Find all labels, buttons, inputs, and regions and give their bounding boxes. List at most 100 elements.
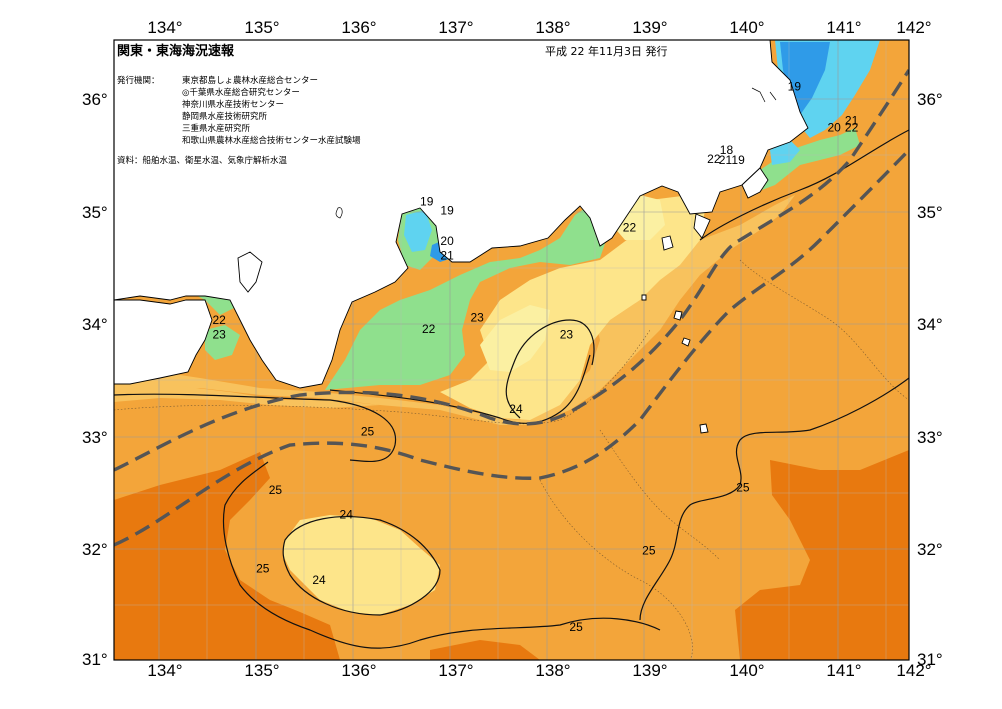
lon-label-top: 139° [632,18,667,37]
map-title: 関東・東海海況速報 [117,43,235,59]
lon-label-top: 136° [341,18,376,37]
contour-labels: 1921202218222119221919202122232223232425… [212,80,859,634]
map-frame [113,39,910,661]
lon-label-top: 141° [826,18,861,37]
izu-peninsula [693,213,711,239]
contour-label: 22 [422,322,436,336]
contour-label: 22 [623,220,637,234]
lat-label-left: 34° [82,315,108,334]
isotherm-coastal-east [699,129,909,241]
lon-label-bottom: 139° [632,661,667,680]
isotherm-25-west [222,461,661,649]
kuroshio-north-edge [114,69,909,472]
lat-label-right: 35° [917,203,943,222]
lon-label-top: 140° [729,18,764,37]
lat-label-right: 34° [917,315,943,334]
contour-label: 23 [212,327,226,341]
lon-label-top: 137° [438,18,473,37]
contour-label: 21 [719,153,733,167]
dotted-isotherms [114,259,909,660]
contour-label: 22 [707,152,721,166]
contour-label: 25 [569,620,583,634]
contour-label: 19 [731,153,745,167]
issuer-4: 静岡県水産技術研究所 [182,111,268,122]
lon-label-bottom: 140° [729,661,764,680]
deep-orange-regions [114,450,909,660]
contour-label: 21 [440,249,454,263]
contour-label: 23 [470,311,484,325]
contour-label: 22 [212,313,226,327]
isotherm-24-lens [282,516,441,616]
kozu [641,294,647,301]
isotherm-25-east [639,377,909,621]
isotherm-25-north [114,393,397,463]
lon-label-bottom: 136° [341,661,376,680]
lon-label-top: 138° [535,18,570,37]
contour-label: 18 [720,143,734,157]
shikoku [114,299,213,385]
oshima [661,235,674,251]
issuer-1: 東京都島しょ農林水産総合センター [182,75,318,86]
contour-label: 24 [509,402,523,416]
lat-label-left: 31° [82,650,108,669]
issuer-3: 神奈川県水産技術センター [182,99,284,110]
latitude-labels-right: 36° 35° 34° 33° 32° 31° [917,90,943,669]
contour-label: 19 [420,195,434,209]
contour-label: 24 [340,508,354,522]
lon-label-bottom: 141° [826,661,861,680]
kii-peninsula-honshu [114,40,809,389]
land-masses [114,40,809,434]
lat-label-left: 32° [82,540,108,559]
contour-label: 25 [361,424,375,438]
issuer-6: 和歌山県農林水産総合技術センター水産試験場 [182,135,361,146]
longitude-labels-bottom: 134° 135° 136° 137° 138° 139° 140° 141° … [147,661,931,680]
map-area [114,40,909,660]
contour-label: 19 [788,80,802,94]
data-sources: 資料：船舶水温、衛星水温、気象庁解析水温 [117,155,288,166]
contour-label: 25 [642,544,656,558]
miyake [681,337,691,347]
boso-peninsula [741,167,769,199]
contour-label: 19 [440,204,454,218]
lat-label-left: 35° [82,203,108,222]
lon-label-top: 142° [896,18,931,37]
latitude-labels-left: 36° 35° 34° 33° 32° 31° [82,90,108,669]
kuroshio-axis [114,69,909,547]
lat-label-right: 36° [917,90,943,109]
hachijo [699,423,709,434]
contour-label: 21 [845,114,859,128]
contour-label: 25 [269,483,283,497]
lon-label-top: 135° [244,18,279,37]
warm-core-lens [283,515,440,615]
lon-label-bottom: 135° [244,661,279,680]
lat-label-right: 31° [917,650,943,669]
contour-label: 20 [827,120,841,134]
issuers-label: 発行機関： [117,75,160,86]
lon-label-bottom: 134° [147,661,182,680]
issuer-2: ◎千葉県水産総合研究センター [182,87,300,98]
contour-label: 25 [736,481,750,495]
kuroshio-south-edge [114,148,909,547]
contour-label: 25 [256,562,270,576]
lat-label-left: 36° [82,90,108,109]
land-details [335,87,777,219]
niijima [673,310,683,321]
longitude-labels-top: 134° 135° 136° 137° 138° 139° 140° 141° … [147,18,931,37]
lon-label-bottom: 142° [896,661,931,680]
contour-label: 23 [560,327,574,341]
lat-label-left: 33° [82,428,108,447]
lon-label-bottom: 137° [438,661,473,680]
lat-label-right: 33° [917,428,943,447]
awaji-island [237,251,263,293]
lat-label-right: 32° [917,540,943,559]
isotherm-23 [505,319,595,419]
issuer-5: 三重県水産研究所 [182,123,251,134]
contour-label: 20 [440,234,454,248]
contour-label: 22 [845,120,859,134]
isotherm-lines [114,129,909,649]
lon-label-bottom: 138° [535,661,570,680]
lon-label-top: 134° [147,18,182,37]
map-header: 関東・東海海況速報 平成 22 年11月3日 発行 発行機関： 東京都島しょ農林… [117,43,667,166]
contour-label: 24 [312,573,326,587]
